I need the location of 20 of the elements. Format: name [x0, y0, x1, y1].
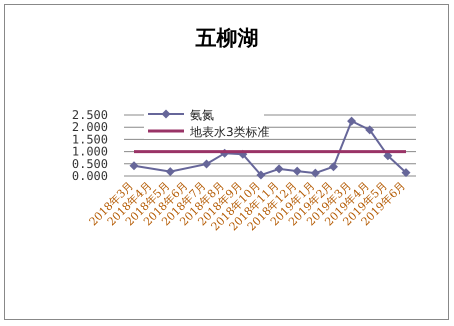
legend-label: 氨氮: [190, 108, 214, 122]
point: [328, 162, 338, 172]
point: [274, 164, 284, 174]
title: 五柳湖: [196, 25, 258, 50]
y-tick-label: 1.500: [72, 132, 108, 146]
point: [310, 168, 320, 178]
legend-label: 地表水3类标准: [189, 125, 270, 139]
point: [130, 161, 138, 170]
y-tick-label: 2.500: [72, 108, 108, 122]
point: [347, 116, 356, 126]
y-tick-label: 0.000: [72, 169, 108, 183]
point: [402, 168, 410, 178]
point: [292, 166, 302, 176]
point: [166, 167, 175, 176]
y-tick-label: 0.500: [72, 156, 108, 171]
y-tick-label: 1.000: [72, 144, 108, 159]
point: [365, 125, 374, 134]
y-tick-label: 2.000: [72, 120, 108, 134]
point: [202, 160, 212, 169]
point: [256, 170, 266, 180]
